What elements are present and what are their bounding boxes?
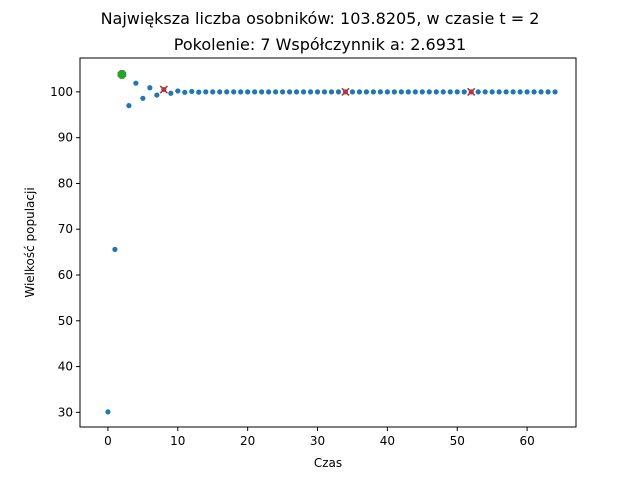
y-tick-label: 70 (58, 222, 73, 236)
data-point (217, 89, 223, 95)
data-point (503, 89, 509, 95)
data-point (182, 89, 188, 95)
x-tick-label: 30 (310, 434, 325, 448)
data-point (482, 89, 488, 95)
data-point (524, 89, 530, 95)
data-point (412, 89, 418, 95)
data-point (496, 89, 502, 95)
data-point (238, 89, 244, 95)
data-point (328, 89, 335, 95)
data-point (147, 85, 153, 91)
data-point (377, 89, 383, 95)
x-tick-label: 0 (104, 434, 112, 448)
data-point (433, 89, 439, 95)
x-tick-label: 40 (380, 434, 395, 448)
data-point (384, 89, 390, 95)
data-point (405, 89, 411, 95)
y-tick-label: 30 (58, 405, 73, 419)
chart-title: Największa liczba osobników: 103.8205, w… (101, 9, 540, 28)
chart-subtitle: Pokolenie: 7 Współczynnik a: 2.6931 (174, 35, 466, 54)
y-tick-label: 50 (58, 314, 73, 328)
data-point (259, 89, 265, 95)
y-tick-label: 40 (58, 360, 73, 374)
x-tick-label: 50 (450, 434, 465, 448)
data-point (454, 89, 460, 95)
data-point (426, 89, 432, 95)
data-point (273, 89, 279, 95)
data-point (154, 92, 160, 98)
y-tick-label: 60 (58, 268, 73, 282)
data-point (300, 89, 307, 95)
data-point (133, 80, 139, 86)
plot-frame (79, 57, 577, 428)
data-point (321, 89, 328, 95)
data-point (335, 89, 342, 95)
data-point (440, 89, 446, 95)
data-point (447, 89, 453, 95)
data-point (370, 89, 377, 95)
data-point (175, 88, 181, 94)
data-point (489, 89, 495, 95)
data-point (293, 89, 300, 95)
data-point (461, 89, 467, 95)
y-tick-label: 100 (50, 85, 73, 99)
y-tick-label: 80 (58, 176, 73, 190)
data-point (552, 89, 558, 95)
data-point (126, 103, 132, 109)
data-point (356, 89, 363, 95)
data-point (224, 89, 230, 95)
data-point (391, 89, 397, 95)
y-axis: 30 40 50 60 70 80 90 100 (50, 85, 80, 419)
plot-marks (105, 69, 558, 415)
data-point (231, 89, 237, 95)
data-point (286, 89, 293, 95)
data-point (252, 89, 258, 95)
data-point (531, 89, 537, 95)
data-point (517, 89, 523, 95)
x-tick-label: 10 (170, 434, 185, 448)
data-point (196, 89, 202, 95)
data-point (538, 89, 544, 95)
data-point (419, 89, 425, 95)
data-point (168, 90, 174, 96)
data-point (510, 89, 516, 95)
data-point (112, 246, 118, 252)
x-tick-label: 60 (519, 434, 534, 448)
max-marker (117, 69, 127, 79)
data-point (266, 89, 272, 95)
x-marker (467, 87, 476, 97)
data-point (105, 409, 111, 415)
x-axis: 0 10 20 30 40 50 60 (104, 427, 535, 448)
y-tick-label: 90 (58, 131, 73, 145)
data-point (189, 88, 195, 95)
x-marker (159, 85, 168, 94)
data-point (398, 89, 404, 95)
data-point (314, 89, 321, 95)
data-point (363, 89, 370, 95)
data-point (140, 95, 146, 101)
data-point (245, 89, 251, 95)
data-point (307, 89, 314, 95)
x-marker (341, 87, 350, 97)
x-tick-label: 20 (240, 434, 255, 448)
data-point (203, 89, 209, 95)
data-point (545, 89, 551, 95)
data-point (475, 89, 481, 95)
x-axis-label: Czas (314, 456, 342, 470)
data-point (210, 89, 216, 95)
y-axis-label: Wielkość populacji (23, 187, 37, 297)
data-point (349, 89, 356, 95)
data-point (279, 89, 286, 95)
